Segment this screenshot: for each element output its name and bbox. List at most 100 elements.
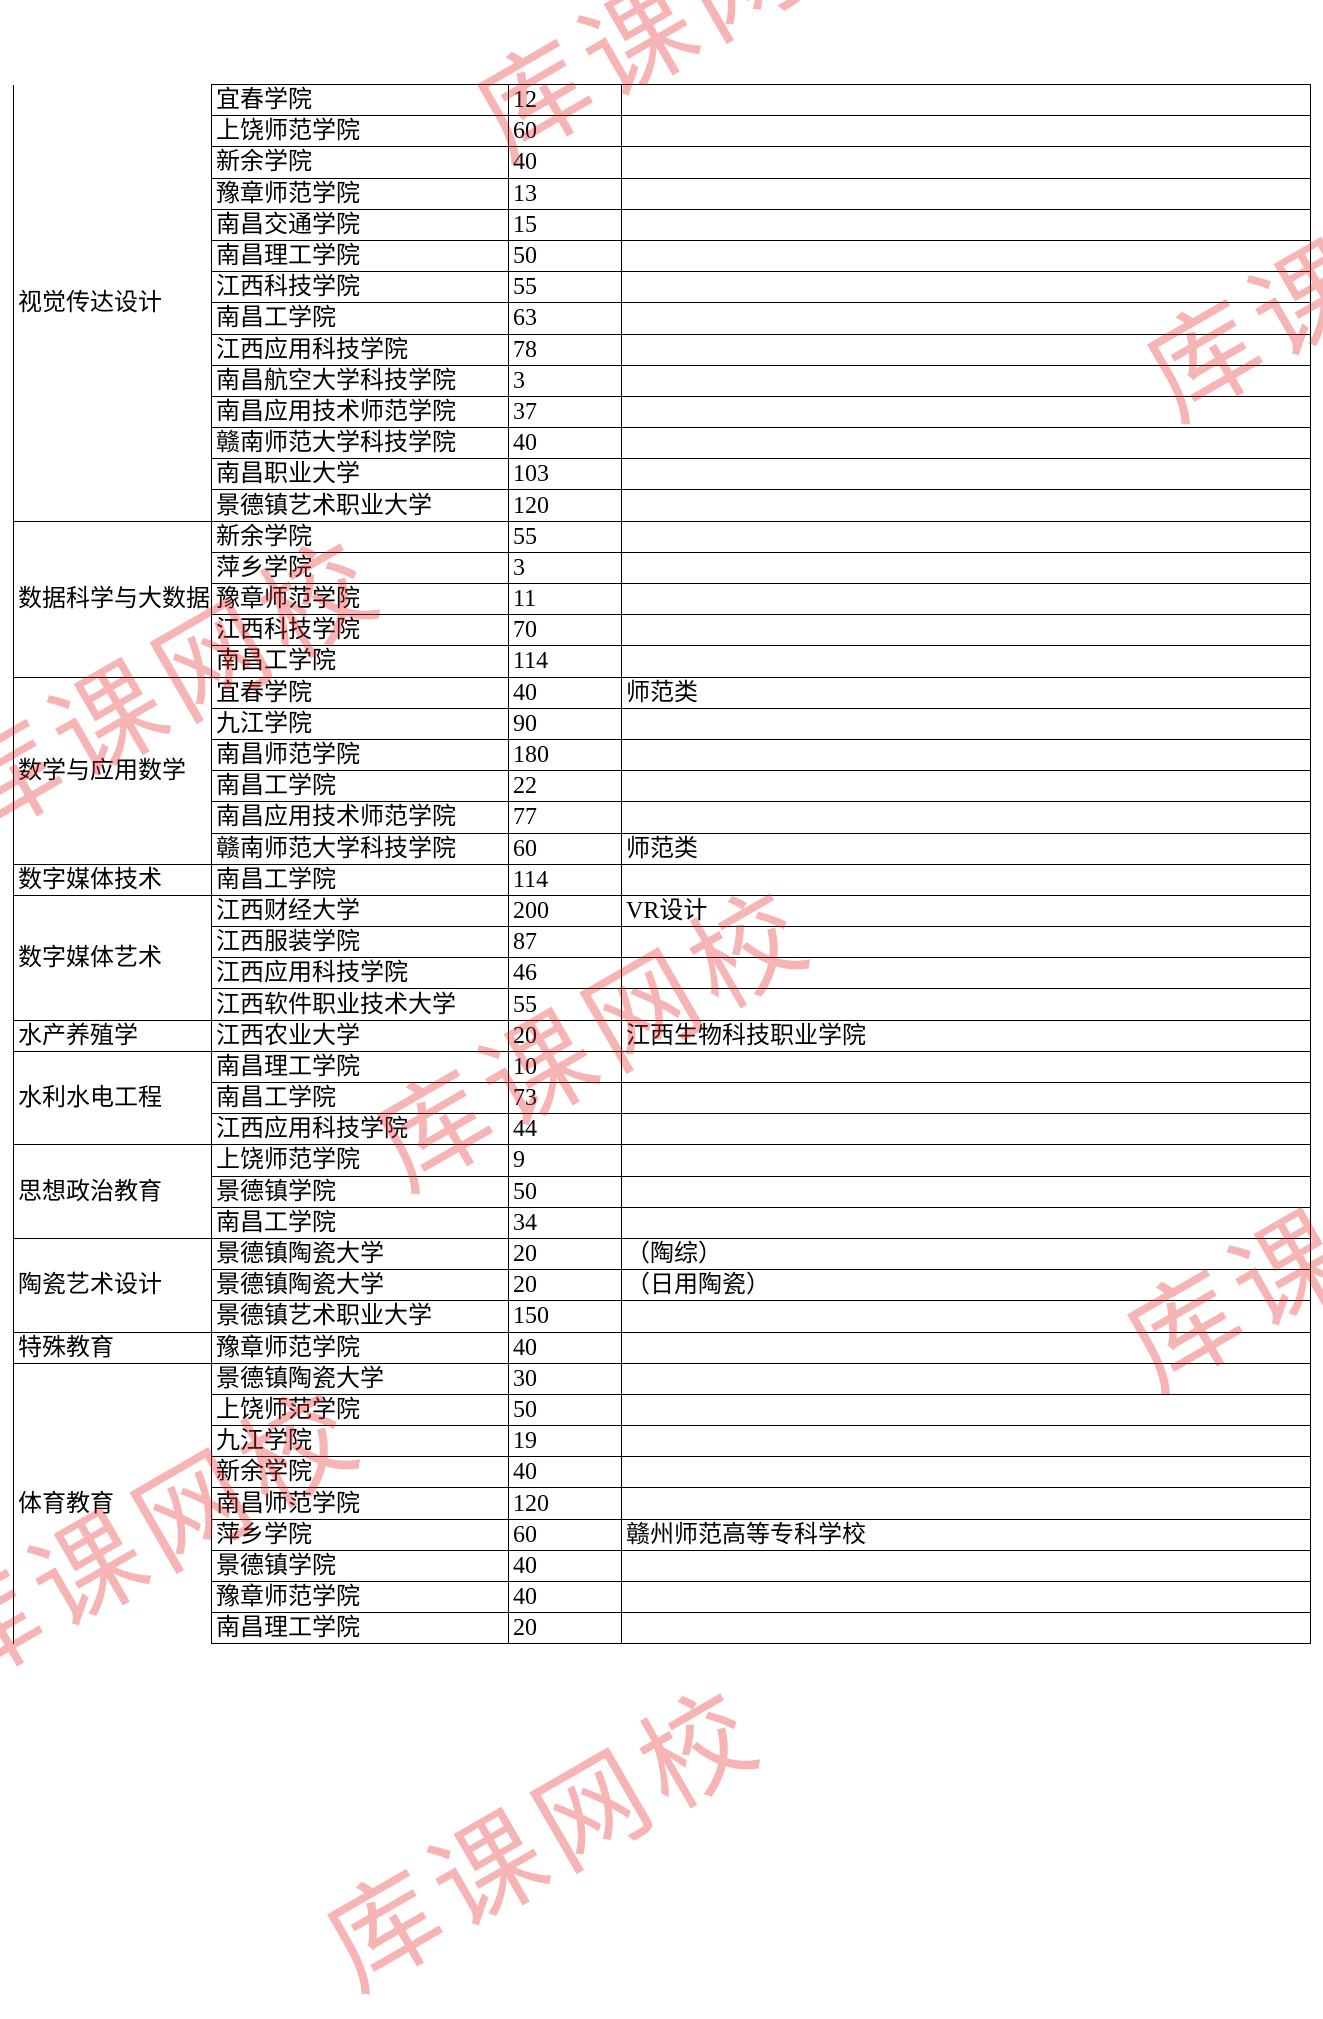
count-cell: 20 [509, 1613, 622, 1644]
note-cell: 赣州师范高等专科学校 [622, 1519, 1311, 1550]
note-cell [622, 428, 1311, 459]
major-cell: 陶瓷艺术设计 [14, 1238, 212, 1332]
count-cell: 20 [509, 1238, 622, 1269]
count-cell: 150 [509, 1301, 622, 1332]
count-cell: 63 [509, 303, 622, 334]
school-cell: 南昌工学院 [212, 1083, 509, 1114]
count-cell: 50 [509, 1176, 622, 1207]
count-cell: 40 [509, 1582, 622, 1613]
table-row: 陶瓷艺术设计景德镇陶瓷大学20（陶综） [14, 1238, 1311, 1269]
school-cell: 南昌工学院 [212, 303, 509, 334]
count-cell: 73 [509, 1083, 622, 1114]
count-cell: 200 [509, 895, 622, 926]
major-cell: 体育教育 [14, 1363, 212, 1644]
count-cell: 55 [509, 989, 622, 1020]
count-cell: 50 [509, 1394, 622, 1425]
school-cell: 新余学院 [212, 147, 509, 178]
note-cell [622, 1301, 1311, 1332]
school-cell: 豫章师范学院 [212, 584, 509, 615]
school-cell: 景德镇陶瓷大学 [212, 1363, 509, 1394]
count-cell: 103 [509, 459, 622, 490]
school-cell: 上饶师范学院 [212, 1145, 509, 1176]
count-cell: 120 [509, 490, 622, 521]
count-cell: 40 [509, 1457, 622, 1488]
school-cell: 宜春学院 [212, 677, 509, 708]
note-cell [622, 864, 1311, 895]
count-cell: 19 [509, 1426, 622, 1457]
note-cell [622, 272, 1311, 303]
school-cell: 景德镇艺术职业大学 [212, 1301, 509, 1332]
major-cell: 数字媒体技术 [14, 864, 212, 895]
school-cell: 景德镇学院 [212, 1176, 509, 1207]
school-cell: 宜春学院 [212, 85, 509, 116]
count-cell: 87 [509, 927, 622, 958]
note-cell [622, 1488, 1311, 1519]
count-cell: 20 [509, 1270, 622, 1301]
table-row: 水产养殖学江西农业大学20江西生物科技职业学院 [14, 1020, 1311, 1051]
note-cell [622, 147, 1311, 178]
school-cell: 萍乡学院 [212, 1519, 509, 1550]
count-cell: 13 [509, 178, 622, 209]
count-cell: 55 [509, 272, 622, 303]
school-cell: 九江学院 [212, 708, 509, 739]
note-cell [622, 1363, 1311, 1394]
count-cell: 40 [509, 677, 622, 708]
school-cell: 九江学院 [212, 1426, 509, 1457]
school-cell: 南昌应用技术师范学院 [212, 396, 509, 427]
note-cell [622, 646, 1311, 677]
major-cell: 思想政治教育 [14, 1145, 212, 1239]
note-cell [622, 1145, 1311, 1176]
school-cell: 南昌交通学院 [212, 209, 509, 240]
school-cell: 赣南师范大学科技学院 [212, 833, 509, 864]
note-cell [622, 1394, 1311, 1425]
table-row: 水利水电工程南昌理工学院10 [14, 1051, 1311, 1082]
note-cell [622, 209, 1311, 240]
school-cell: 江西应用科技学院 [212, 1114, 509, 1145]
count-cell: 40 [509, 428, 622, 459]
school-cell: 豫章师范学院 [212, 178, 509, 209]
note-cell: 师范类 [622, 677, 1311, 708]
table-row: 数学与应用数学宜春学院40师范类 [14, 677, 1311, 708]
school-cell: 南昌职业大学 [212, 459, 509, 490]
school-cell: 上饶师范学院 [212, 116, 509, 147]
school-cell: 江西农业大学 [212, 1020, 509, 1051]
count-cell: 22 [509, 771, 622, 802]
note-cell: VR设计 [622, 895, 1311, 926]
table-row: 数字媒体艺术江西财经大学200VR设计 [14, 895, 1311, 926]
major-cell: 水产养殖学 [14, 1020, 212, 1051]
note-cell [622, 584, 1311, 615]
note-cell [622, 459, 1311, 490]
note-cell [622, 85, 1311, 116]
note-cell [622, 1550, 1311, 1581]
school-cell: 景德镇陶瓷大学 [212, 1270, 509, 1301]
count-cell: 50 [509, 240, 622, 271]
major-cell: 数据科学与大数据技 [14, 521, 212, 677]
note-cell [622, 615, 1311, 646]
count-cell: 9 [509, 1145, 622, 1176]
count-cell: 3 [509, 365, 622, 396]
table-row: 视觉传达设计宜春学院12 [14, 85, 1311, 116]
count-cell: 34 [509, 1207, 622, 1238]
note-cell [622, 989, 1311, 1020]
count-cell: 90 [509, 708, 622, 739]
school-cell: 景德镇学院 [212, 1550, 509, 1581]
count-cell: 20 [509, 1020, 622, 1051]
note-cell [622, 1114, 1311, 1145]
note-cell [622, 1613, 1311, 1644]
note-cell [622, 521, 1311, 552]
table-row: 数字媒体技术南昌工学院114 [14, 864, 1311, 895]
school-cell: 南昌工学院 [212, 771, 509, 802]
note-cell [622, 490, 1311, 521]
note-cell [622, 927, 1311, 958]
school-cell: 南昌应用技术师范学院 [212, 802, 509, 833]
page-container: { "watermarks": { "text": "库课网校", "posit… [0, 0, 1323, 1871]
count-cell: 3 [509, 552, 622, 583]
count-cell: 120 [509, 1488, 622, 1519]
watermark: 库课网校 [292, 1641, 788, 2019]
school-cell: 南昌航空大学科技学院 [212, 365, 509, 396]
school-cell: 江西财经大学 [212, 895, 509, 926]
count-cell: 114 [509, 646, 622, 677]
school-cell: 上饶师范学院 [212, 1394, 509, 1425]
school-cell: 南昌理工学院 [212, 1051, 509, 1082]
table-row: 数据科学与大数据技新余学院55 [14, 521, 1311, 552]
